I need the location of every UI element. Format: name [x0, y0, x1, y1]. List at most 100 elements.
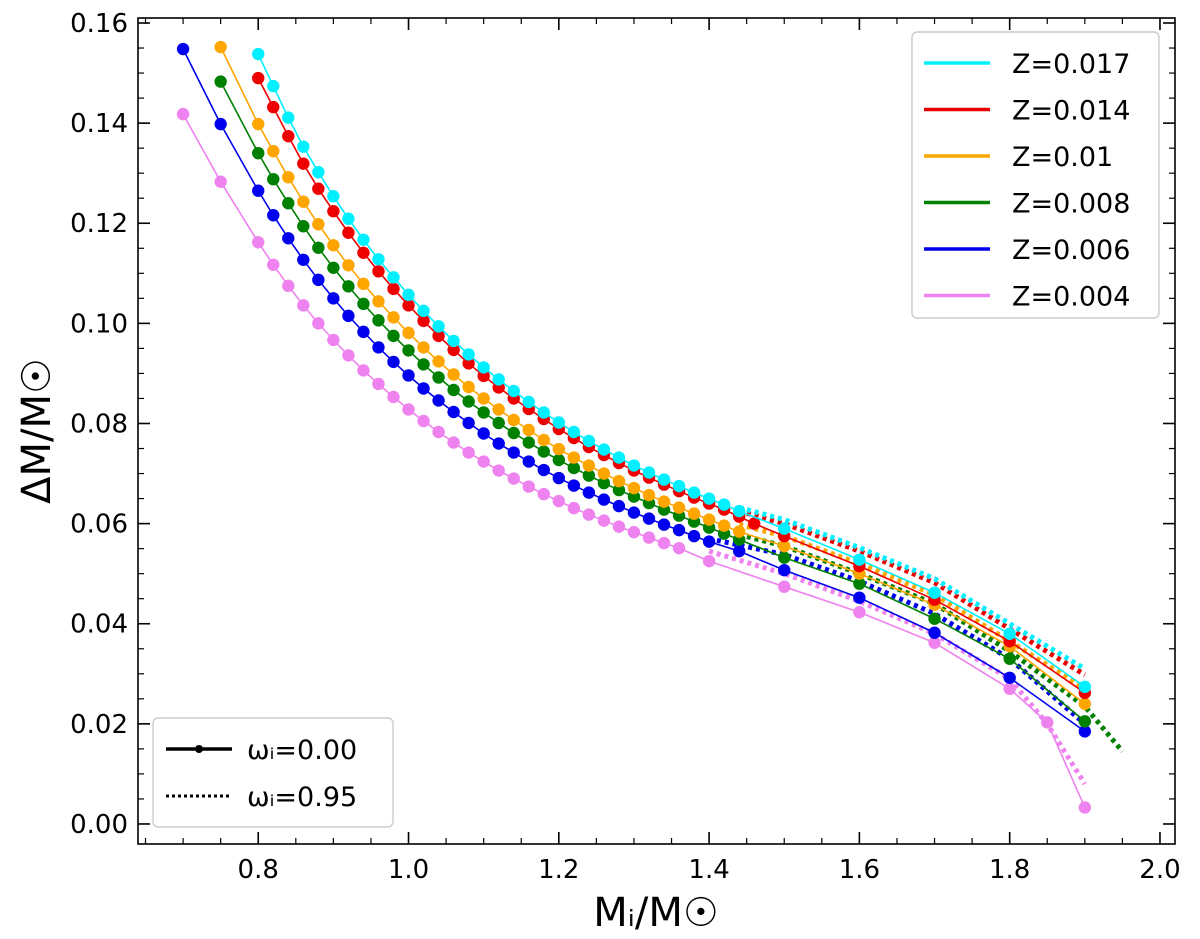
data-point-z-0-004	[702, 554, 716, 568]
data-point-z-0-008	[507, 426, 520, 440]
data-point-z-0-004	[492, 464, 505, 477]
data-point-z-0-017	[657, 473, 671, 486]
data-point-z-0-004	[567, 501, 581, 515]
data-point-z-0-004	[357, 364, 370, 377]
data-point-z-0-006	[282, 232, 295, 245]
data-point-z-0-008	[522, 436, 535, 449]
data-point-z-0-006	[267, 209, 280, 222]
data-point-z-0-008	[1078, 715, 1092, 728]
data-point-z-0-006	[582, 486, 596, 499]
x-tick-label: 1.0	[388, 855, 429, 885]
y-tick-label: 0.12	[70, 209, 128, 239]
x-tick-label: 1.4	[688, 855, 729, 885]
data-point-z-0-01	[462, 380, 475, 394]
data-point-z-0-006	[214, 117, 227, 131]
data-point-z-0-006	[642, 512, 656, 525]
data-point-z-0-017	[853, 553, 866, 566]
data-point-z-0-01	[657, 495, 671, 508]
data-point-z-0-004	[432, 425, 445, 439]
legend-label: Z=0.01	[1012, 142, 1113, 173]
data-point-z-0-008	[567, 461, 581, 475]
data-point-z-0-01	[627, 481, 641, 495]
data-point-z-0-006	[312, 273, 325, 287]
data-point-z-0-014	[402, 299, 415, 312]
metallicity-legend-items: Z=0.017 Z=0.014 Z=0.01 Z=0.008 Z=0.006 Z=0.00…	[924, 49, 1130, 313]
data-point-z-0-017	[492, 373, 505, 386]
metallicity-legend: Z=0.017 Z=0.014 Z=0.01 Z=0.008 Z=0.006 Z=0.00…	[911, 31, 1160, 319]
data-point-z-0-01	[522, 423, 535, 437]
data-point-z-0-004	[507, 472, 520, 485]
data-point-z-0-004	[372, 377, 385, 391]
data-point-z-0-004	[176, 107, 190, 121]
data-point-z-0-014	[462, 357, 475, 370]
data-point-z-0-017	[778, 522, 791, 535]
data-point-z-0-006	[357, 325, 370, 339]
data-point-z-0-01	[252, 117, 265, 131]
data-point-z-0-006	[732, 544, 746, 558]
y-tick-label: 0.16	[70, 9, 128, 39]
data-point-z-0-01	[357, 277, 370, 291]
data-point-z-0-006	[417, 382, 430, 395]
data-point-z-0-014	[327, 205, 340, 218]
data-point-z-0-008	[627, 490, 641, 503]
data-point-z-0-004	[778, 580, 791, 593]
data-point-z-0-01	[597, 467, 611, 480]
data-point-z-0-006	[492, 437, 505, 450]
metallicity-legend-box	[911, 31, 1160, 319]
data-point-z-0-017	[327, 190, 340, 203]
data-point-z-0-004	[477, 455, 490, 468]
data-point-z-0-006	[778, 563, 791, 577]
data-point-z-0-004	[612, 520, 626, 533]
data-point-z-0-017	[537, 406, 550, 419]
x-tick-label: 1.8	[989, 855, 1030, 885]
data-point-z-0-017	[267, 79, 280, 93]
data-point-z-0-014	[432, 329, 445, 343]
rotation-legend: ωᵢ=0.00 ωᵢ=0.95	[152, 717, 394, 828]
data-point-z-0-004	[252, 236, 265, 249]
data-point-z-0-01	[297, 195, 310, 208]
data-point-z-0-017	[612, 451, 626, 464]
data-point-z-0-017	[462, 348, 475, 361]
data-point-z-0-008	[853, 577, 866, 590]
data-point-z-0-008	[417, 358, 430, 371]
data-point-z-0-004	[387, 390, 400, 404]
data-point-z-0-01	[1078, 697, 1092, 711]
data-point-z-0-008	[282, 197, 295, 210]
data-point-z-0-006	[252, 184, 265, 197]
data-point-z-0-006	[687, 529, 701, 543]
data-point-z-0-014	[387, 282, 400, 296]
data-point-z-0-008	[267, 172, 280, 186]
data-point-z-0-006	[597, 493, 611, 506]
data-point-z-0-014	[447, 343, 460, 357]
data-point-z-0-017	[597, 443, 611, 456]
data-point-z-0-014	[747, 517, 761, 530]
data-point-z-0-017	[282, 111, 295, 124]
data-point-z-0-008	[597, 476, 611, 490]
data-point-z-0-008	[432, 371, 445, 384]
data-point-z-0-004	[312, 317, 325, 330]
data-point-z-0-01	[702, 513, 716, 526]
x-tick-label: 0.8	[238, 855, 279, 885]
data-point-z-0-008	[492, 416, 505, 430]
data-point-z-0-004	[267, 258, 280, 271]
y-tick-label: 0.06	[70, 510, 128, 540]
data-point-z-0-006	[327, 292, 340, 305]
data-point-z-0-008	[402, 344, 415, 357]
data-point-z-0-01	[342, 259, 355, 272]
plot-frame	[137, 17, 1176, 845]
data-point-z-0-017	[702, 492, 716, 505]
legend-label: Z=0.017	[1012, 49, 1130, 80]
data-point-z-0-01	[447, 368, 460, 381]
data-point-z-0-014	[282, 129, 295, 143]
data-point-z-0-017	[252, 47, 265, 61]
data-point-z-0-008	[342, 280, 355, 293]
data-point-z-0-006	[176, 42, 190, 56]
data-point-z-0-017	[552, 416, 566, 429]
data-point-z-0-014	[297, 157, 310, 170]
data-point-z-0-006	[342, 309, 355, 323]
data-point-z-0-01	[417, 341, 430, 354]
data-point-z-0-004	[462, 446, 475, 459]
data-point-z-0-008	[477, 406, 490, 419]
y-tick-label: 0.02	[70, 710, 128, 740]
data-point-z-0-008	[447, 383, 460, 397]
